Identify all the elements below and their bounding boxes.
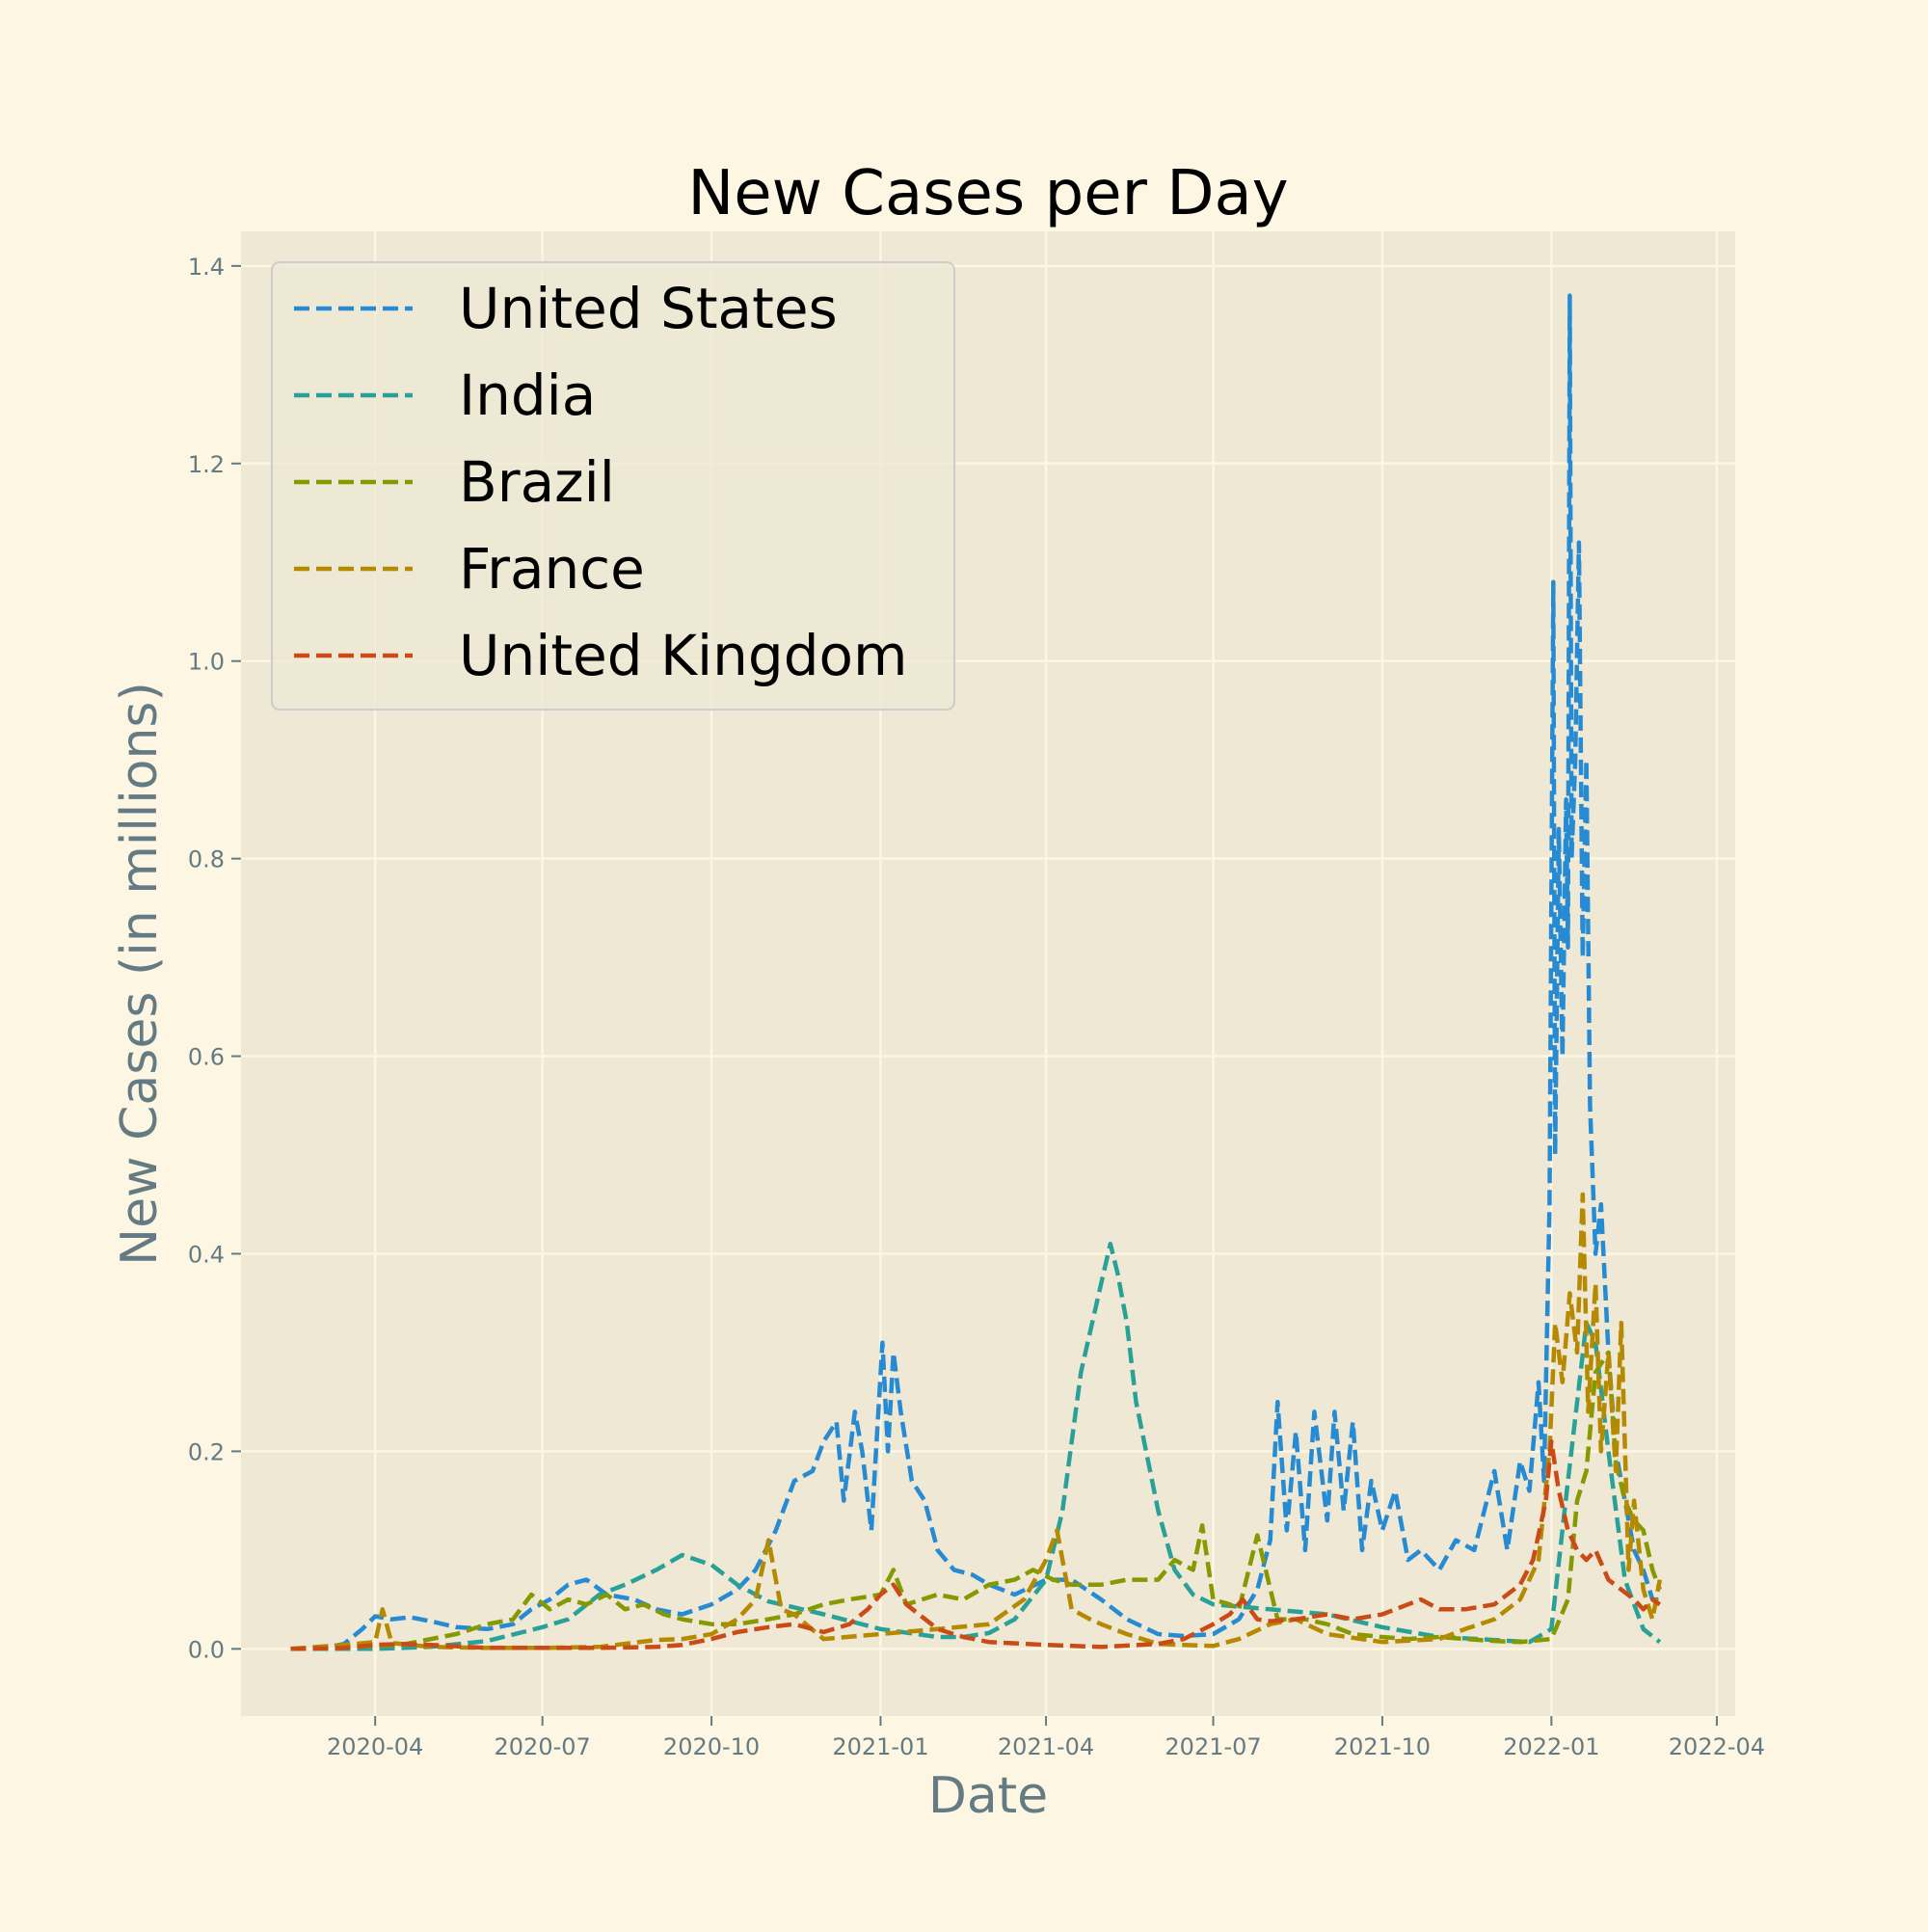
y-axis-label: New Cases (in millions): [111, 682, 169, 1266]
series-line-india: [290, 1241, 1662, 1651]
y-tick-label: 0.8: [188, 846, 225, 873]
y-tick-label: 1.0: [188, 649, 225, 676]
x-tick-label: 2022-04: [1669, 1733, 1765, 1760]
series-line-united-kingdom: [290, 1438, 1662, 1651]
legend-label-france: France: [459, 536, 645, 602]
x-tick-label: 2020-10: [663, 1733, 760, 1760]
legend-label-brazil: Brazil: [459, 449, 615, 515]
x-axis-label: Date: [928, 1767, 1048, 1825]
series-line-brazil: [290, 1350, 1662, 1651]
axis-ticks: 2020-04 2020-07 2020-10 2021-01 2021-04 2021-…: [188, 254, 1765, 1760]
x-tick-label: 2021-01: [832, 1733, 928, 1760]
y-tick-label: 0.0: [188, 1636, 225, 1663]
legend-frame: [271, 261, 955, 711]
x-tick-label: 2020-04: [327, 1733, 423, 1760]
x-tick-label: 2022-01: [1503, 1733, 1599, 1760]
x-tick-label: 2021-04: [998, 1733, 1094, 1760]
series-lines: [290, 293, 1663, 1651]
x-tick-label: 2021-07: [1165, 1733, 1261, 1760]
y-tick-label: 0.4: [188, 1241, 225, 1268]
series-line-france: [290, 1192, 1663, 1651]
y-tick-label: 1.4: [188, 254, 225, 281]
y-tick-label: 0.2: [188, 1438, 225, 1465]
y-tick-label: 1.2: [188, 451, 225, 478]
legend-items: United States India Brazil France United Kin…: [294, 276, 908, 688]
legend: United States India Brazil France United Kin…: [271, 261, 955, 711]
y-tick-label: 0.6: [188, 1044, 225, 1071]
chart-title: New Cases per Day: [687, 158, 1288, 229]
x-tick-label: 2021-10: [1334, 1733, 1431, 1760]
x-tick-label: 2020-07: [495, 1733, 591, 1760]
legend-label-united-kingdom: United Kingdom: [459, 623, 908, 688]
legend-label-united-states: United States: [459, 276, 838, 341]
legend-label-india: India: [459, 362, 596, 428]
